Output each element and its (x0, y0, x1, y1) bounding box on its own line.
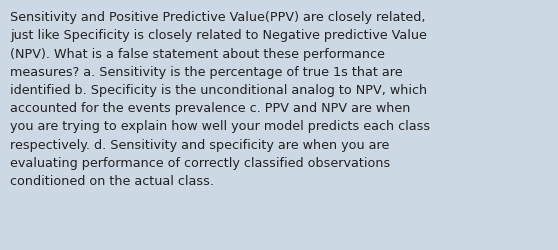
Text: Sensitivity and Positive Predictive Value(PPV) are closely related,
just like Sp: Sensitivity and Positive Predictive Valu… (10, 11, 430, 187)
